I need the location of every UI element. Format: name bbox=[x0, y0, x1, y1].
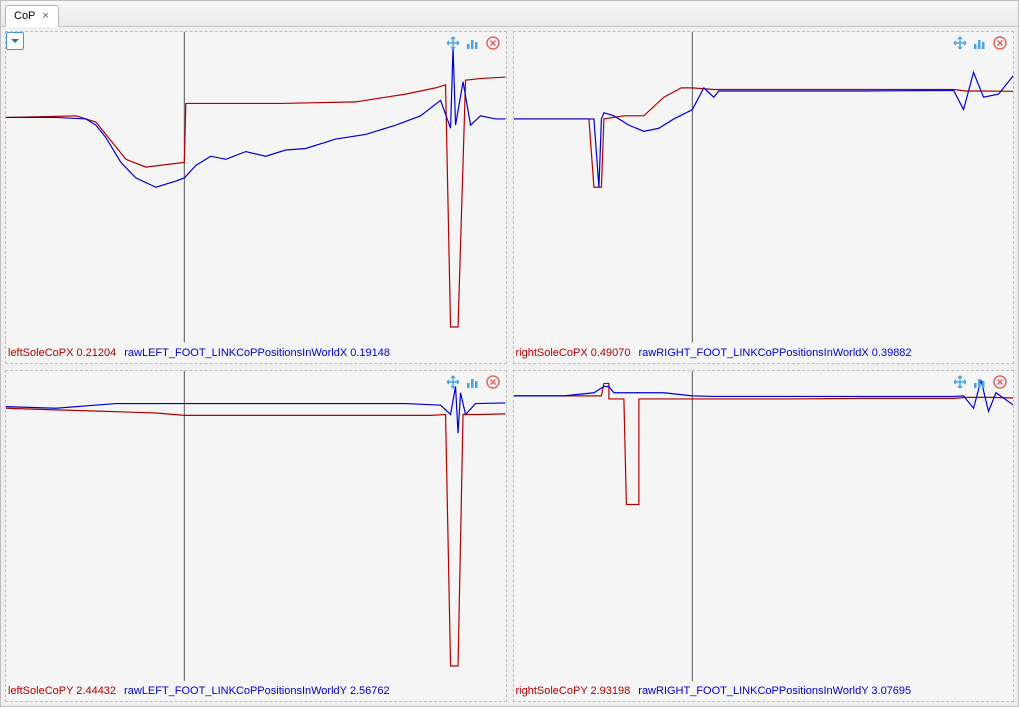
chart-legend: leftSoleCoPX 0.21204 rawLEFT_FOOT_LINKCo… bbox=[8, 345, 504, 361]
move-icon[interactable] bbox=[444, 373, 462, 391]
legend-series-2: rawLEFT_FOOT_LINKCoPPositionsInWorldY 2.… bbox=[124, 685, 390, 697]
close-panel-icon[interactable] bbox=[991, 373, 1009, 391]
legend-series-1: leftSoleCoPY 2.44432 bbox=[8, 685, 116, 697]
legend-series-1: rightSoleCoPY 2.93198 bbox=[516, 685, 631, 697]
histogram-icon[interactable] bbox=[464, 34, 482, 52]
chart-area[interactable] bbox=[514, 371, 1014, 682]
histogram-icon[interactable] bbox=[971, 34, 989, 52]
close-panel-icon[interactable] bbox=[484, 34, 502, 52]
panel-bottom-right: rightSoleCoPY 2.93198 rawRIGHT_FOOT_LINK… bbox=[513, 370, 1015, 703]
legend-series-2: rawRIGHT_FOOT_LINKCoPPositionsInWorldX 0… bbox=[638, 347, 911, 359]
main-window: CoP × leftSoleCoPX 0.21204 rawLEFT_FOOT_… bbox=[0, 0, 1019, 707]
move-icon[interactable] bbox=[951, 34, 969, 52]
tab-cop[interactable]: CoP × bbox=[5, 5, 59, 27]
move-icon[interactable] bbox=[444, 34, 462, 52]
chart-legend: leftSoleCoPY 2.44432 rawLEFT_FOOT_LINKCo… bbox=[8, 683, 504, 699]
collapse-toggle-button[interactable] bbox=[6, 32, 24, 50]
panel-top-left: leftSoleCoPX 0.21204 rawLEFT_FOOT_LINKCo… bbox=[5, 31, 507, 364]
chart-area[interactable] bbox=[6, 371, 506, 682]
close-panel-icon[interactable] bbox=[484, 373, 502, 391]
chart-legend: rightSoleCoPX 0.49070 rawRIGHT_FOOT_LINK… bbox=[516, 345, 1012, 361]
panel-toolbar bbox=[444, 373, 502, 391]
chart-area[interactable] bbox=[514, 32, 1014, 343]
move-icon[interactable] bbox=[951, 373, 969, 391]
tab-title: CoP bbox=[14, 10, 35, 22]
panel-toolbar bbox=[444, 34, 502, 52]
close-panel-icon[interactable] bbox=[991, 34, 1009, 52]
legend-series-2: rawRIGHT_FOOT_LINKCoPPositionsInWorldY 3… bbox=[638, 685, 911, 697]
legend-series-2: rawLEFT_FOOT_LINKCoPPositionsInWorldX 0.… bbox=[124, 347, 390, 359]
chart-grid: leftSoleCoPX 0.21204 rawLEFT_FOOT_LINKCo… bbox=[1, 27, 1018, 706]
histogram-icon[interactable] bbox=[464, 373, 482, 391]
panel-top-right: rightSoleCoPX 0.49070 rawRIGHT_FOOT_LINK… bbox=[513, 31, 1015, 364]
chart-legend: rightSoleCoPY 2.93198 rawRIGHT_FOOT_LINK… bbox=[516, 683, 1012, 699]
legend-series-1: rightSoleCoPX 0.49070 bbox=[516, 347, 631, 359]
tab-close-icon[interactable]: × bbox=[39, 10, 51, 22]
panel-toolbar bbox=[951, 373, 1009, 391]
panel-bottom-left: leftSoleCoPY 2.44432 rawLEFT_FOOT_LINKCo… bbox=[5, 370, 507, 703]
tab-bar: CoP × bbox=[1, 1, 1018, 27]
chart-area[interactable] bbox=[6, 32, 506, 343]
panel-toolbar bbox=[951, 34, 1009, 52]
histogram-icon[interactable] bbox=[971, 373, 989, 391]
legend-series-1: leftSoleCoPX 0.21204 bbox=[8, 347, 116, 359]
